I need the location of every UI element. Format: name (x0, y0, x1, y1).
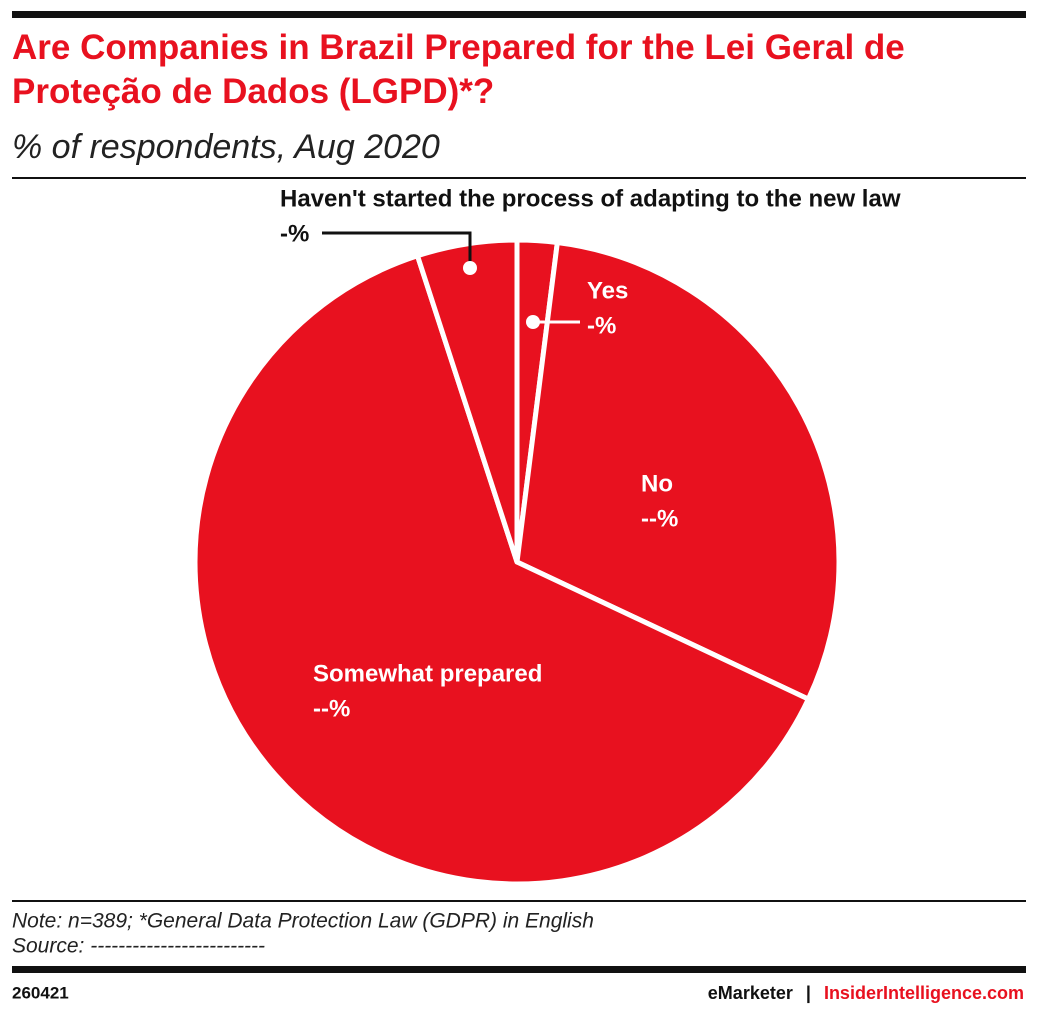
bottom-rule (12, 966, 1026, 973)
value-label: -% (587, 312, 616, 339)
slice-label: Somewhat prepared (313, 660, 542, 687)
title-box: Are Companies in Brazil Prepared for the… (12, 28, 905, 111)
value-label: --% (313, 695, 350, 722)
brand-name: eMarketer (708, 983, 793, 1003)
note: Note: n=389; *General Data Protection La… (12, 910, 594, 933)
value-label: --% (641, 505, 678, 532)
site: InsiderIntelligence.com (824, 983, 1024, 1003)
leader-dot (463, 261, 477, 275)
slice-label: Haven't started the process of adapting … (280, 185, 901, 212)
top-rule (12, 11, 1026, 18)
leader-line (322, 231, 472, 268)
source: Source: ------------------------- (12, 935, 265, 958)
chart-title: Are Companies in Brazil Prepared for the… (12, 28, 905, 111)
pie-slice (414, 237, 520, 565)
pie-slice (514, 240, 842, 702)
leader-dot (526, 315, 540, 329)
brand: eMarketer | InsiderIntelligence.com (708, 983, 1024, 1003)
separator: | (806, 983, 811, 1003)
pie: Yes -% No --% Somewhat prepared --% Haven't st… (192, 185, 901, 887)
chart-subtitle: % of respondents, Aug 2020 (12, 128, 440, 166)
slice-label: Yes (587, 277, 628, 304)
value-label: -% (280, 220, 309, 247)
slice-label: No (641, 470, 673, 497)
chart-id: 260421 (12, 983, 69, 1002)
pie-slice (192, 253, 811, 887)
